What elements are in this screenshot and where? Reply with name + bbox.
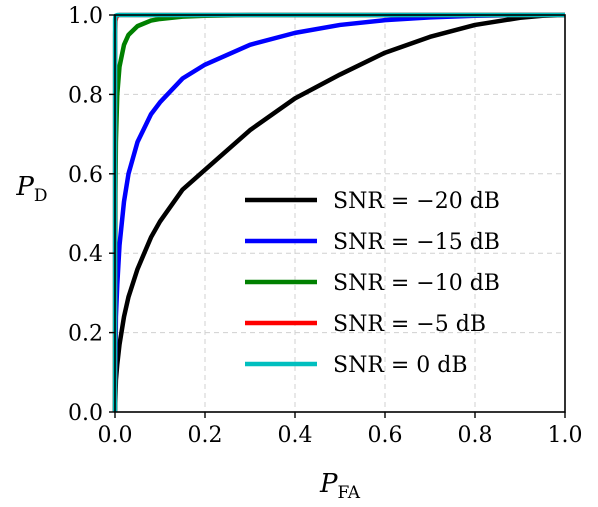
y-tick-label: 0.2 [68, 322, 103, 347]
legend-label-4: SNR = 0 dB [333, 353, 468, 378]
y-axis-label: PD [15, 172, 47, 206]
legend-label-1: SNR = −15 dB [333, 230, 500, 255]
series-line-1 [112, 12, 565, 413]
plot-frame [114, 14, 566, 413]
x-tick-label: 0.6 [368, 423, 403, 448]
y-tick-label: 0.4 [68, 242, 103, 267]
series-line-0 [112, 12, 566, 413]
x-tick-label: 0.2 [188, 423, 223, 448]
y-tick-label: 0.0 [68, 401, 103, 426]
y-tick-label: 1.0 [68, 4, 103, 29]
legend: SNR = −20 dB SNR = −15 dB SNR = −10 dB SNR … [245, 189, 500, 378]
x-tick-label: 1.0 [548, 423, 583, 448]
x-tick-label: 0.8 [458, 423, 493, 448]
x-tick-label: 0.0 [98, 423, 133, 448]
legend-label-0: SNR = −20 dB [333, 189, 500, 214]
y-tick-label: 0.6 [68, 163, 103, 188]
x-axis-label: PFA [319, 469, 361, 503]
y-tick-label: 0.8 [68, 83, 103, 108]
legend-label-2: SNR = −10 dB [333, 271, 500, 296]
legend-label-3: SNR = −5 dB [333, 312, 486, 337]
x-tick-label: 0.4 [278, 423, 313, 448]
axis-ticks: 0.0 0.2 0.4 0.6 0.8 1.0 0.0 0.2 0.4 0.6 0.8 1.0 [68, 4, 583, 448]
